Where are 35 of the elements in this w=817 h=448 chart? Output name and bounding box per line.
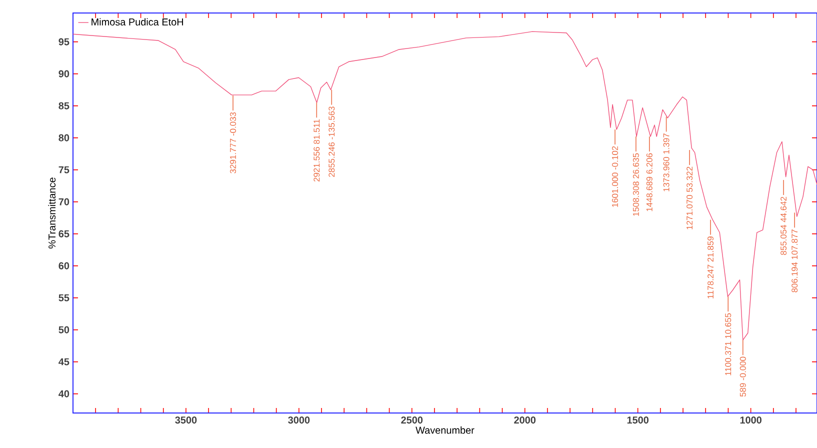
y-tick-label: 65 xyxy=(58,230,70,238)
x-tick-label: 2000 xyxy=(514,416,536,424)
series-label: Mimosa Pudica EtoH xyxy=(92,18,184,26)
y-tick-label: 45 xyxy=(58,358,70,366)
x-tick-label: 1500 xyxy=(627,416,649,424)
y-axis-title: %Transmittance xyxy=(48,178,56,248)
annotation: 1271.070 53.322 xyxy=(686,166,693,230)
annotation: 2921.556 81.511 xyxy=(314,119,320,182)
y-tick-label: 90 xyxy=(58,70,70,78)
annotation: 589 -0.000 xyxy=(740,356,746,397)
y-tick-label: 40 xyxy=(58,390,70,398)
annotation: 806.194 107.877 xyxy=(792,230,798,292)
y-tick-label: 50 xyxy=(58,326,70,334)
y-tick-label: 80 xyxy=(58,134,70,142)
x-tick-label: 1000 xyxy=(740,416,762,424)
y-tick-label: 60 xyxy=(58,262,70,270)
y-tick-label: 55 xyxy=(58,294,70,302)
y-tick-label: 70 xyxy=(58,198,70,206)
y-tick-label: 85 xyxy=(58,102,70,110)
y-tick-label: 75 xyxy=(58,166,70,174)
y-tick-label: 95 xyxy=(58,38,70,46)
annotation: 2855.246 -135.563 xyxy=(328,106,335,177)
x-tick-label: 3500 xyxy=(175,416,197,424)
x-tick-label: 2500 xyxy=(401,416,423,424)
annotation: 1373.960 1.397 xyxy=(663,134,670,192)
annotation: 855.054 44.642 xyxy=(780,196,787,255)
annotation: 1178.247 21.859 xyxy=(708,236,714,298)
x-tick-label: 3000 xyxy=(288,416,310,424)
annotation: 1448.689 6.206 xyxy=(646,153,652,212)
x-axis-title: Wavenumber xyxy=(416,426,474,434)
line-series xyxy=(72,31,817,340)
annotation: 1601.000 -0.102 xyxy=(612,146,618,207)
annotation: 1508.308 26.635 xyxy=(632,153,639,216)
annotation: 1100.371 10.655 xyxy=(725,313,732,376)
annotation: 3291.777 -0.033 xyxy=(230,112,236,174)
